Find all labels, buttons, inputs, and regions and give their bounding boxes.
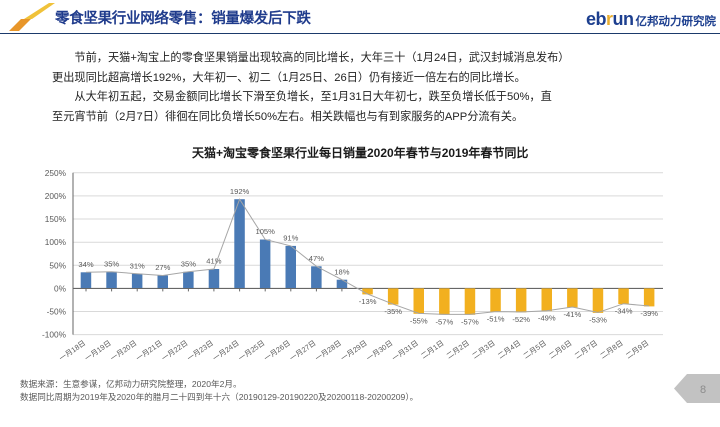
svg-text:34%: 34%: [78, 260, 93, 269]
svg-text:-50%: -50%: [47, 307, 67, 317]
svg-text:41%: 41%: [206, 257, 221, 266]
svg-text:-52%: -52%: [512, 315, 530, 324]
svg-text:-41%: -41%: [564, 310, 582, 319]
svg-text:8: 8: [700, 384, 706, 396]
svg-text:-35%: -35%: [384, 307, 402, 316]
svg-text:一月20日: 一月20日: [109, 338, 139, 363]
svg-text:-49%: -49%: [538, 314, 556, 323]
svg-text:一月29日: 一月29日: [339, 338, 369, 363]
svg-text:二月6日: 二月6日: [547, 338, 573, 360]
svg-text:-53%: -53%: [589, 316, 607, 325]
svg-text:-13%: -13%: [359, 297, 377, 306]
svg-text:91%: 91%: [283, 234, 298, 243]
svg-text:二月1日: 二月1日: [419, 338, 445, 360]
svg-text:-51%: -51%: [487, 315, 505, 324]
svg-text:二月5日: 二月5日: [522, 338, 548, 360]
svg-text:一月31日: 一月31日: [390, 338, 420, 363]
svg-text:-100%: -100%: [42, 330, 67, 340]
svg-text:-57%: -57%: [461, 317, 479, 326]
svg-text:250%: 250%: [45, 168, 67, 178]
svg-text:18%: 18%: [334, 267, 349, 276]
svg-text:200%: 200%: [45, 191, 67, 201]
svg-text:47%: 47%: [309, 254, 324, 263]
svg-text:二月3日: 二月3日: [470, 338, 496, 360]
svg-text:二月9日: 二月9日: [624, 338, 650, 360]
svg-text:150%: 150%: [45, 214, 67, 224]
svg-text:27%: 27%: [155, 263, 170, 272]
svg-text:50%: 50%: [49, 260, 66, 270]
svg-text:一月27日: 一月27日: [288, 338, 318, 363]
svg-text:一月28日: 一月28日: [313, 338, 343, 363]
svg-text:100%: 100%: [45, 237, 67, 247]
svg-text:一月18日: 一月18日: [57, 338, 87, 363]
svg-text:一月23日: 一月23日: [185, 338, 215, 363]
svg-text:一月30日: 一月30日: [365, 338, 395, 363]
svg-text:192%: 192%: [230, 187, 250, 196]
svg-text:一月25日: 一月25日: [237, 338, 267, 363]
svg-text:-57%: -57%: [436, 317, 454, 326]
svg-text:-34%: -34%: [615, 307, 633, 316]
svg-text:35%: 35%: [181, 260, 196, 269]
svg-text:一月19日: 一月19日: [83, 338, 113, 363]
svg-text:-55%: -55%: [410, 316, 428, 325]
svg-text:105%: 105%: [255, 227, 275, 236]
svg-text:二月4日: 二月4日: [496, 338, 522, 360]
svg-text:一月26日: 一月26日: [262, 338, 292, 363]
svg-text:0%: 0%: [54, 283, 67, 293]
svg-text:二月8日: 二月8日: [598, 338, 624, 360]
svg-text:一月21日: 一月21日: [134, 338, 164, 363]
svg-text:二月2日: 二月2日: [445, 338, 471, 360]
svg-text:31%: 31%: [130, 261, 145, 270]
svg-text:二月7日: 二月7日: [573, 338, 599, 360]
svg-text:一月22日: 一月22日: [160, 338, 190, 363]
svg-text:35%: 35%: [104, 260, 119, 269]
svg-text:-39%: -39%: [640, 309, 658, 318]
svg-text:一月24日: 一月24日: [211, 338, 241, 363]
